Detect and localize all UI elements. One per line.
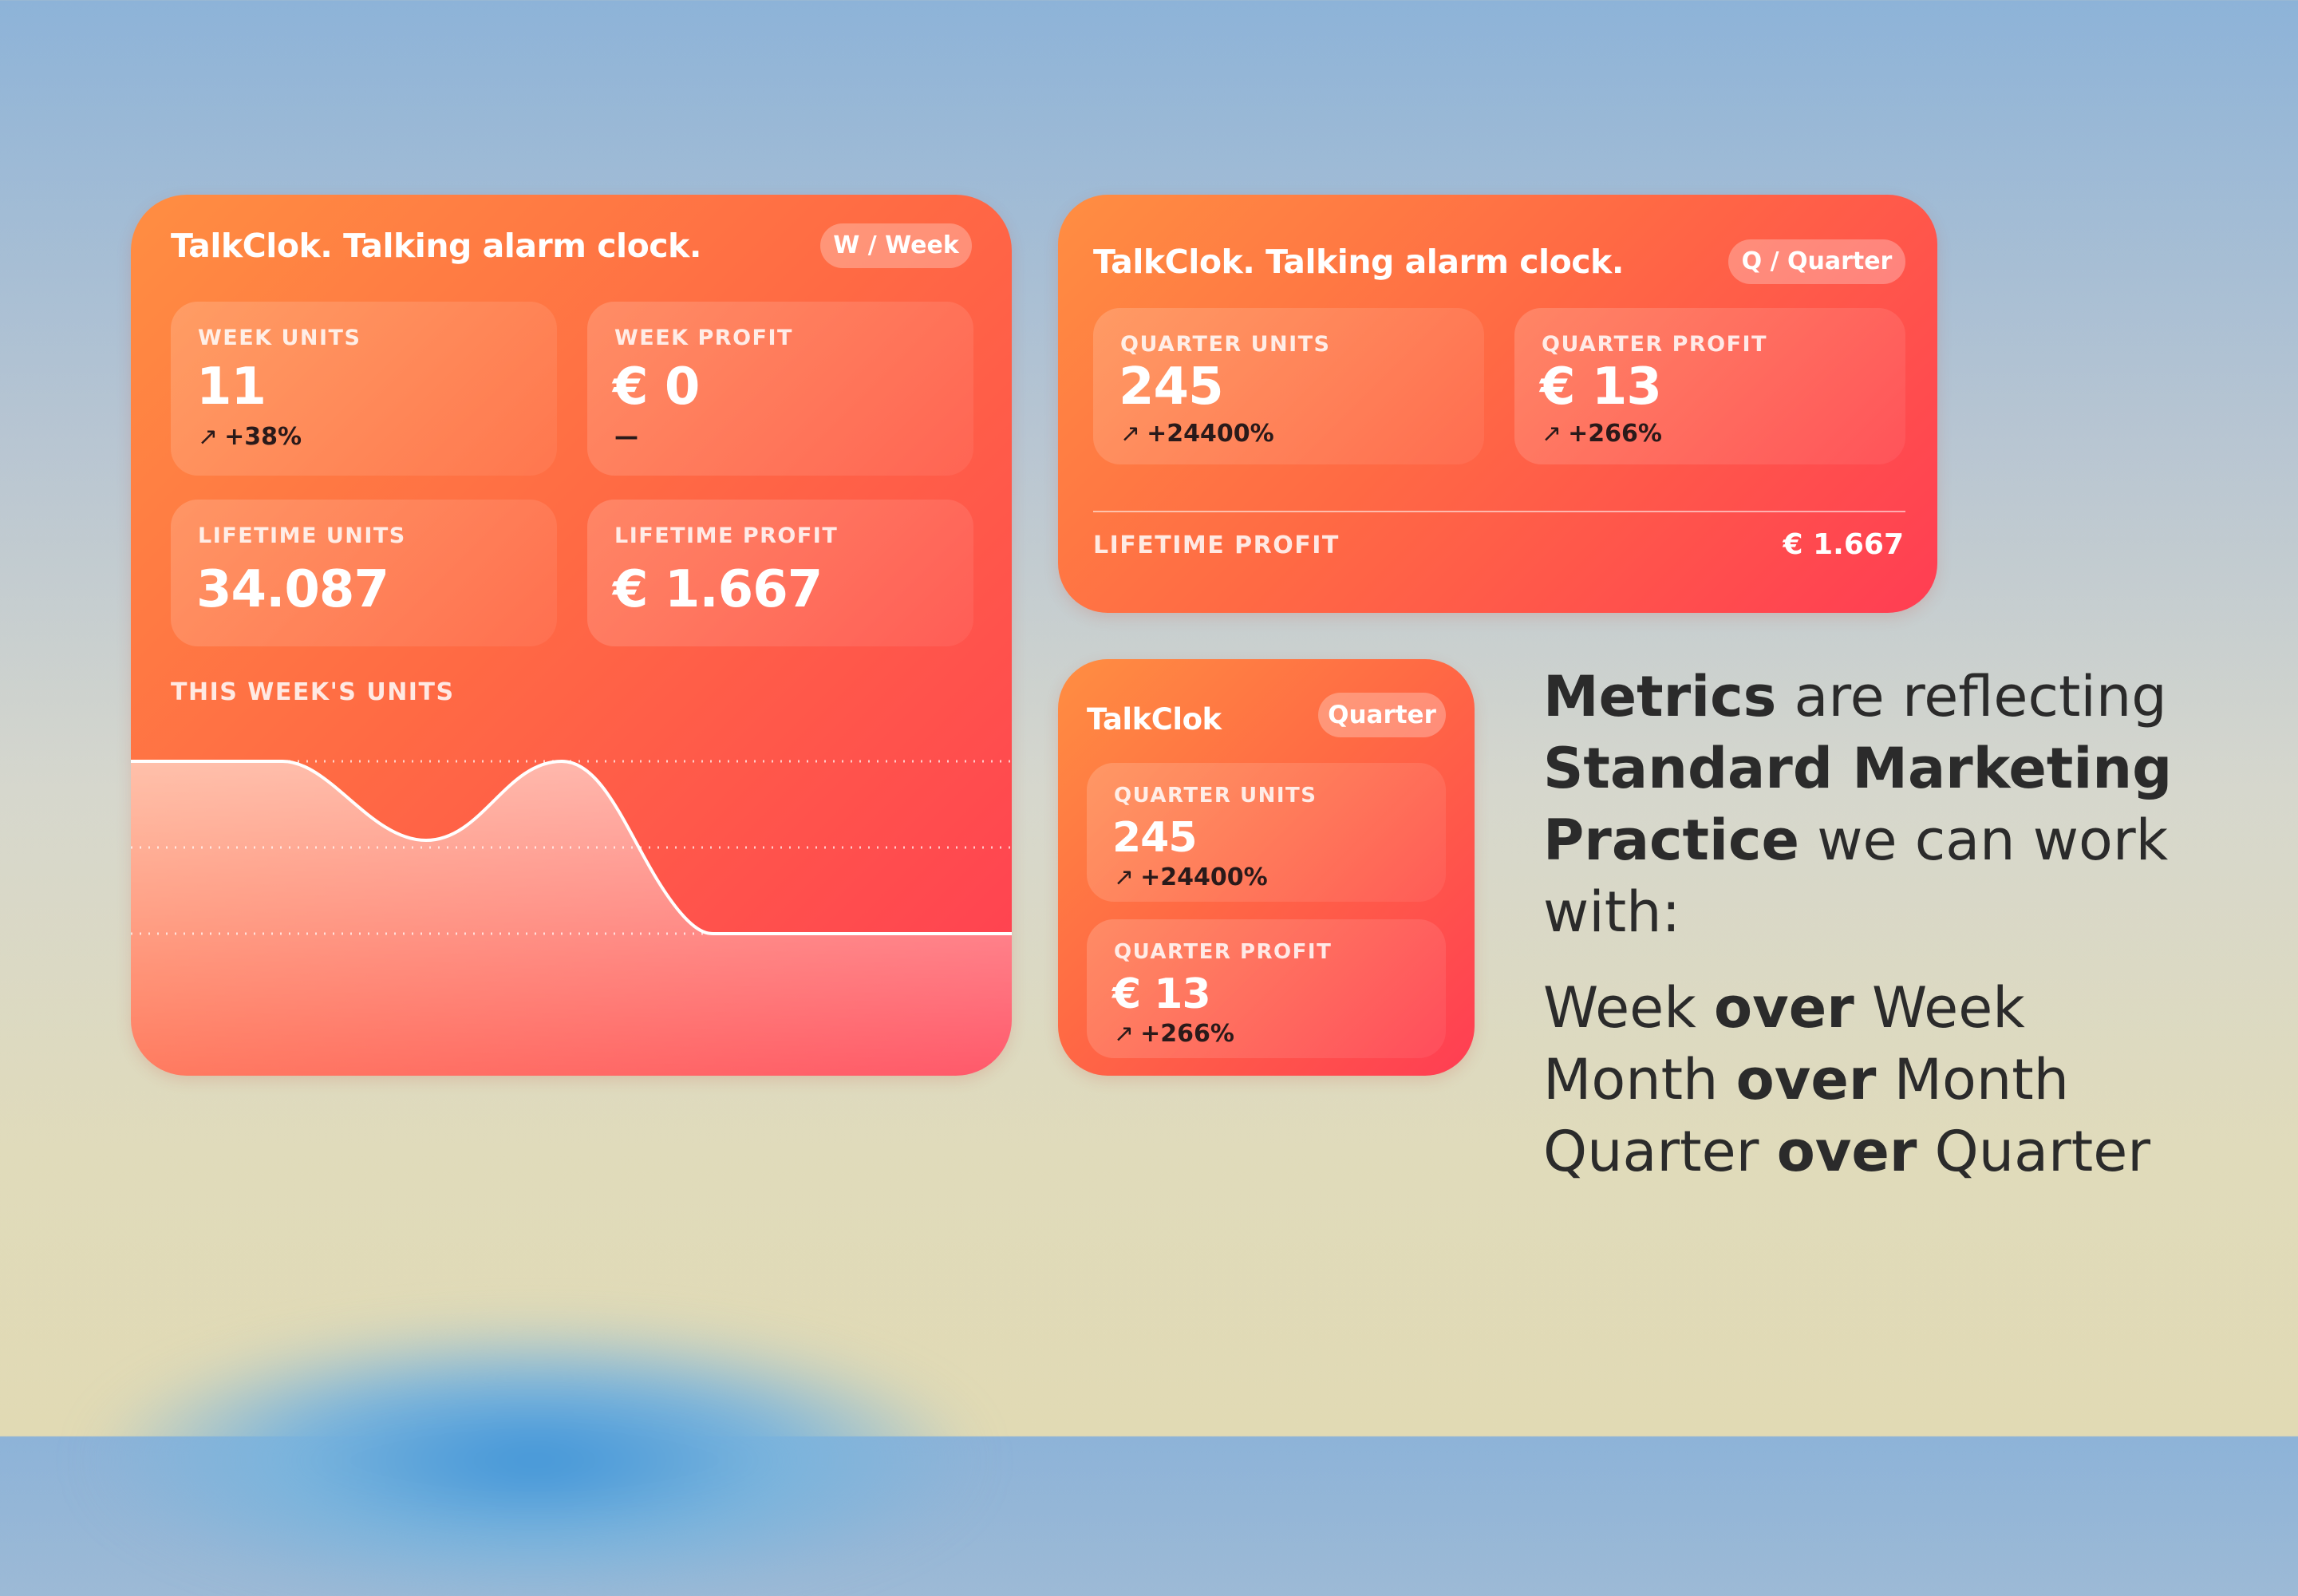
divider xyxy=(1093,511,1905,512)
copy-line: Practice we can work xyxy=(1543,808,2169,873)
quarter-profit-tile: QUARTER PROFIT € 13 ↗ +266% xyxy=(1087,919,1446,1058)
tile-change: ↗ +38% xyxy=(198,423,302,451)
trend-up-icon: ↗ xyxy=(1120,420,1141,448)
quarter-profit-tile: QUARTER PROFIT € 13 ↗ +266% xyxy=(1514,308,1905,464)
background-glow xyxy=(96,1325,973,1596)
trend-up-icon: ↗ xyxy=(1114,1020,1135,1048)
period-badge[interactable]: W / Week xyxy=(820,223,972,268)
tile-label: WEEK UNITS xyxy=(198,326,361,350)
trend-up-icon: ↗ xyxy=(198,423,219,451)
weekly-widget[interactable]: TalkClok. Talking alarm clock. W / Week … xyxy=(131,195,1012,1076)
lifetime-units-tile: LIFETIME UNITS 34.087 xyxy=(171,500,557,646)
marketing-copy: Metrics are reflecting Standard Marketin… xyxy=(1543,661,2261,1187)
tile-value: € 13 xyxy=(1540,358,1662,417)
comparison-row: Quarter over Quarter xyxy=(1543,1119,2151,1184)
chart-series-area xyxy=(131,761,1012,1076)
tile-label: QUARTER UNITS xyxy=(1114,784,1317,808)
tile-change: ↗ +24400% xyxy=(1120,420,1274,448)
tile-label: QUARTER PROFIT xyxy=(1542,332,1768,357)
tile-value: 11 xyxy=(196,358,267,417)
widget-title: TalkClok. Talking alarm clock. xyxy=(1093,243,1624,281)
trend-up-icon: ↗ xyxy=(1114,863,1135,891)
period-badge[interactable]: Q / Quarter xyxy=(1728,239,1905,284)
tile-label: WEEK PROFIT xyxy=(614,326,793,350)
tile-change: ↗ +266% xyxy=(1542,420,1662,448)
copy-line: Metrics are reflecting xyxy=(1543,664,2167,729)
tile-value: € 1.667 xyxy=(613,560,823,619)
widget-title: TalkClok. Talking alarm clock. xyxy=(171,227,701,265)
comparison-row: Week over Week xyxy=(1543,975,2025,1041)
quarter-units-tile: QUARTER UNITS 245 ↗ +24400% xyxy=(1093,308,1484,464)
footer-value: € 1.667 xyxy=(1783,528,1904,561)
tile-value: 245 xyxy=(1112,814,1198,862)
quarter-widget-small[interactable]: TalkClok Quarter QUARTER UNITS 245 ↗ +244… xyxy=(1058,659,1475,1076)
units-area-chart-plot xyxy=(131,759,1012,1076)
quarter-units-tile: QUARTER UNITS 245 ↗ +24400% xyxy=(1087,763,1446,902)
copy-line: with: xyxy=(1543,879,1681,945)
chart-series-line xyxy=(131,759,1012,935)
tile-change: ↗ +24400% xyxy=(1114,863,1268,891)
tile-value: € 0 xyxy=(613,358,700,417)
period-badge[interactable]: Quarter xyxy=(1318,693,1446,737)
footer-label: LIFETIME PROFIT xyxy=(1093,531,1340,559)
chart-label: THIS WEEK'S UNITS xyxy=(171,678,455,706)
tile-label: QUARTER UNITS xyxy=(1120,332,1331,357)
comparison-row: Month over Month xyxy=(1543,1047,2070,1112)
tile-value: 34.087 xyxy=(196,560,389,619)
week-units-tile: WEEK UNITS 11 ↗ +38% xyxy=(171,302,557,476)
lifetime-profit-tile: LIFETIME PROFIT € 1.667 xyxy=(587,500,973,646)
trend-up-icon: ↗ xyxy=(1542,420,1562,448)
quarter-widget-large[interactable]: TalkClok. Talking alarm clock. Q / Quart… xyxy=(1058,195,1937,613)
tile-value: € 13 xyxy=(1112,970,1211,1018)
tile-label: QUARTER PROFIT xyxy=(1114,940,1333,964)
widget-title: TalkClok xyxy=(1087,702,1222,737)
tile-value: 245 xyxy=(1119,358,1224,417)
tile-label: LIFETIME PROFIT xyxy=(614,523,839,548)
tile-change: ↗ +266% xyxy=(1114,1020,1234,1048)
copy-line: Standard Marketing xyxy=(1543,736,2173,801)
tile-change: — xyxy=(614,423,638,451)
week-profit-tile: WEEK PROFIT € 0 — xyxy=(587,302,973,476)
tile-label: LIFETIME UNITS xyxy=(198,523,406,548)
